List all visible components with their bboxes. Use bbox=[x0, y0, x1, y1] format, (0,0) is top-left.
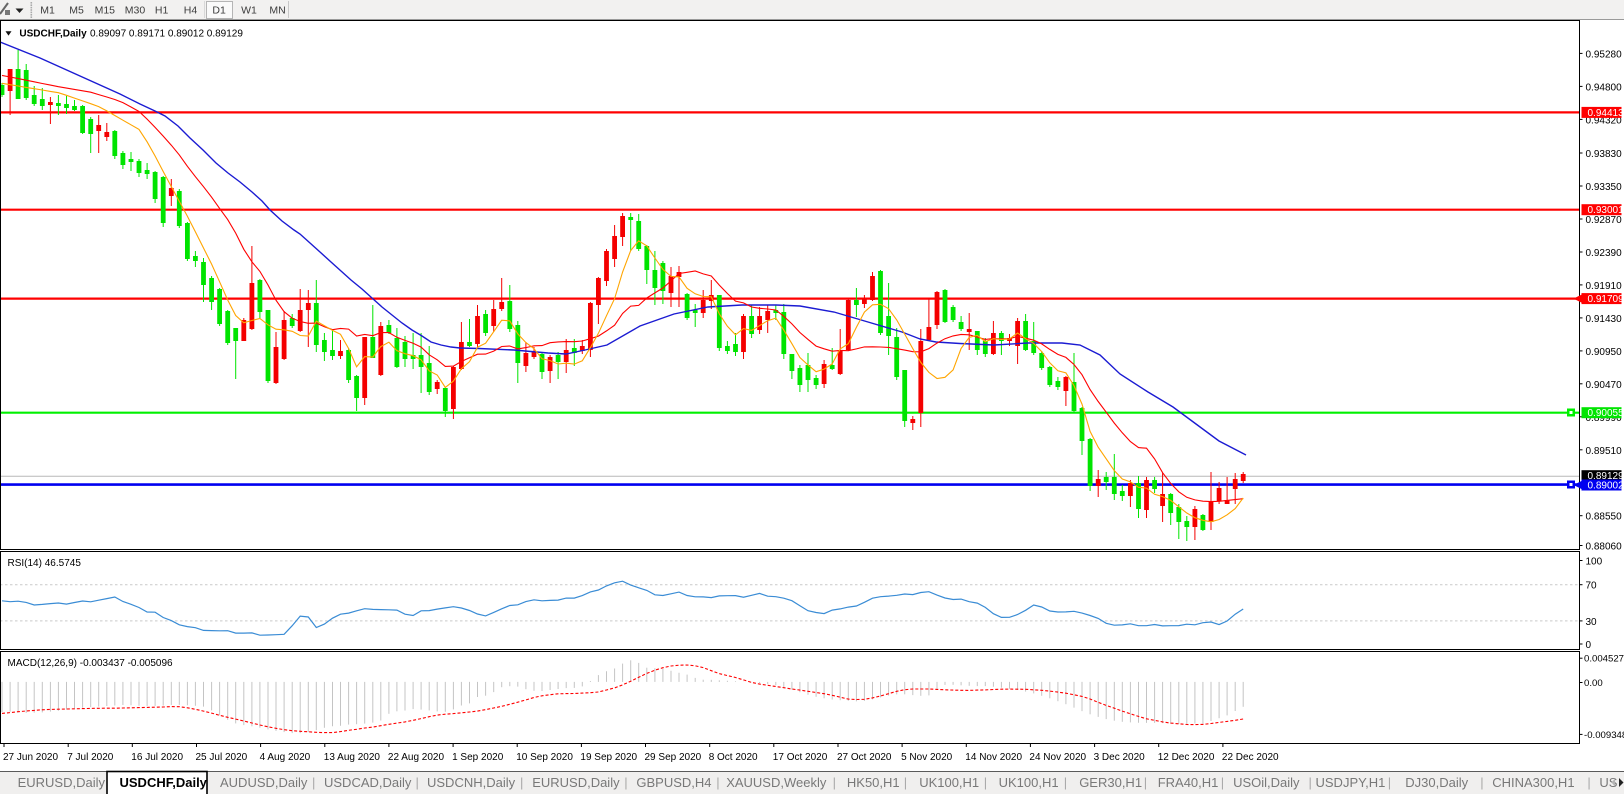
svg-text:M30: M30 bbox=[125, 5, 146, 17]
svg-text:10 Sep 2020: 10 Sep 2020 bbox=[516, 752, 573, 763]
svg-text:27 Jun 2020: 27 Jun 2020 bbox=[3, 752, 58, 763]
svg-text:|: | bbox=[1144, 775, 1147, 790]
svg-text:0.88550: 0.88550 bbox=[1586, 512, 1623, 523]
svg-text:0.93001: 0.93001 bbox=[1588, 205, 1624, 216]
svg-text:0.00: 0.00 bbox=[1584, 678, 1603, 689]
svg-text:|: | bbox=[1480, 775, 1483, 790]
svg-text:USDCHF,Daily: USDCHF,Daily bbox=[120, 775, 208, 790]
svg-text:USDJPY,H1: USDJPY,H1 bbox=[1316, 775, 1386, 790]
svg-text:0.92390: 0.92390 bbox=[1586, 248, 1623, 259]
svg-text:13 Aug 2020: 13 Aug 2020 bbox=[324, 752, 381, 763]
svg-text:0.94413: 0.94413 bbox=[1588, 108, 1624, 119]
svg-text:M1: M1 bbox=[40, 5, 55, 17]
svg-text:7 Jul 2020: 7 Jul 2020 bbox=[67, 752, 114, 763]
svg-text:GBPUSD,H4: GBPUSD,H4 bbox=[636, 775, 711, 790]
svg-text:USDCHF,Daily: USDCHF,Daily bbox=[19, 29, 87, 40]
svg-text:24 Nov 2020: 24 Nov 2020 bbox=[1029, 752, 1086, 763]
svg-text:UK100,H1: UK100,H1 bbox=[999, 775, 1059, 790]
svg-text:0.89097 0.89171 0.89012 0.8912: 0.89097 0.89171 0.89012 0.89129 bbox=[90, 29, 243, 40]
svg-text:0.88060: 0.88060 bbox=[1586, 542, 1623, 553]
svg-text:17 Oct 2020: 17 Oct 2020 bbox=[773, 752, 828, 763]
svg-text:16 Jul 2020: 16 Jul 2020 bbox=[131, 752, 183, 763]
svg-text:30: 30 bbox=[1586, 617, 1598, 628]
svg-text:0.92870: 0.92870 bbox=[1586, 215, 1623, 226]
svg-text:3 Dec 2020: 3 Dec 2020 bbox=[1094, 752, 1146, 763]
svg-text:USDCAD,Daily: USDCAD,Daily bbox=[324, 775, 412, 790]
svg-text:-0.009348: -0.009348 bbox=[1584, 730, 1624, 741]
svg-text:0.90470: 0.90470 bbox=[1586, 380, 1623, 391]
svg-text:|: | bbox=[312, 775, 315, 790]
svg-text:EURUSD,Daily: EURUSD,Daily bbox=[532, 775, 620, 790]
svg-text:5 Nov 2020: 5 Nov 2020 bbox=[901, 752, 953, 763]
svg-text:UK100,H1: UK100,H1 bbox=[919, 775, 979, 790]
svg-text:|: | bbox=[1587, 775, 1590, 790]
svg-text:DJ30,Daily: DJ30,Daily bbox=[1405, 775, 1468, 790]
svg-text:0.94320: 0.94320 bbox=[1586, 115, 1623, 126]
svg-text:0.94800: 0.94800 bbox=[1586, 82, 1623, 93]
svg-text:GER30,H1: GER30,H1 bbox=[1079, 775, 1142, 790]
svg-text:0: 0 bbox=[1586, 640, 1592, 651]
svg-text:100: 100 bbox=[1586, 557, 1603, 568]
svg-text:0.89129: 0.89129 bbox=[1588, 471, 1624, 482]
svg-text:|: | bbox=[624, 775, 627, 790]
svg-text:M5: M5 bbox=[69, 5, 84, 17]
svg-text:H1: H1 bbox=[155, 5, 169, 17]
svg-text:0.93830: 0.93830 bbox=[1586, 149, 1623, 160]
svg-text:22 Aug 2020: 22 Aug 2020 bbox=[388, 752, 445, 763]
svg-text:W1: W1 bbox=[241, 5, 257, 17]
svg-text:|: | bbox=[416, 775, 419, 790]
svg-text:12 Dec 2020: 12 Dec 2020 bbox=[1158, 752, 1215, 763]
svg-text:|: | bbox=[520, 775, 523, 790]
svg-text:HK50,H1: HK50,H1 bbox=[847, 775, 900, 790]
svg-text:|: | bbox=[1388, 775, 1391, 790]
svg-text:0.91430: 0.91430 bbox=[1586, 314, 1623, 325]
svg-text:AUDUSD,Daily: AUDUSD,Daily bbox=[220, 775, 308, 790]
svg-text:0.89002: 0.89002 bbox=[1588, 481, 1624, 492]
svg-text:27 Oct 2020: 27 Oct 2020 bbox=[837, 752, 892, 763]
svg-text:0.95280: 0.95280 bbox=[1586, 49, 1623, 60]
svg-text:|: | bbox=[904, 775, 907, 790]
svg-text:|: | bbox=[1221, 775, 1224, 790]
svg-text:0.91910: 0.91910 bbox=[1586, 281, 1623, 292]
svg-text:0.90055: 0.90055 bbox=[1588, 408, 1624, 419]
svg-text:USDCNH,Daily: USDCNH,Daily bbox=[427, 775, 516, 790]
svg-text:14 Nov 2020: 14 Nov 2020 bbox=[965, 752, 1022, 763]
svg-text:|: | bbox=[833, 775, 836, 790]
svg-text:19 Sep 2020: 19 Sep 2020 bbox=[580, 752, 637, 763]
svg-text:XAUUSD,Weekly: XAUUSD,Weekly bbox=[726, 775, 827, 790]
svg-text:4 Aug 2020: 4 Aug 2020 bbox=[260, 752, 311, 763]
svg-text:|: | bbox=[716, 775, 719, 790]
svg-text:22 Dec 2020: 22 Dec 2020 bbox=[1222, 752, 1279, 763]
svg-text:H4: H4 bbox=[184, 5, 198, 17]
svg-text:EURUSD,Daily: EURUSD,Daily bbox=[18, 775, 106, 790]
svg-text:0.89510: 0.89510 bbox=[1586, 446, 1623, 457]
svg-text:0.89990: 0.89990 bbox=[1586, 413, 1623, 424]
svg-text:25 Jul 2020: 25 Jul 2020 bbox=[196, 752, 248, 763]
svg-text:MN: MN bbox=[269, 5, 285, 17]
svg-text:0.93350: 0.93350 bbox=[1586, 182, 1623, 193]
svg-text:0.91709: 0.91709 bbox=[1588, 294, 1624, 305]
svg-text:|: | bbox=[1309, 775, 1312, 790]
svg-text:CHINA300,H1: CHINA300,H1 bbox=[1492, 775, 1574, 790]
svg-text:MACD(12,26,9) -0.003437 -0.005: MACD(12,26,9) -0.003437 -0.005096 bbox=[8, 658, 174, 669]
svg-text:|: | bbox=[984, 775, 987, 790]
svg-text:RSI(14) 46.5745: RSI(14) 46.5745 bbox=[8, 558, 82, 569]
svg-text:D1: D1 bbox=[212, 5, 226, 17]
svg-text:USOil,Daily: USOil,Daily bbox=[1233, 775, 1300, 790]
svg-text:70: 70 bbox=[1586, 581, 1598, 592]
svg-text:8 Oct 2020: 8 Oct 2020 bbox=[709, 752, 758, 763]
svg-text:|: | bbox=[1064, 775, 1067, 790]
svg-text:FRA40,H1: FRA40,H1 bbox=[1158, 775, 1219, 790]
svg-text:0.004527: 0.004527 bbox=[1584, 654, 1624, 665]
svg-text:US: US bbox=[1599, 775, 1617, 790]
svg-text:29 Sep 2020: 29 Sep 2020 bbox=[645, 752, 702, 763]
svg-text:M15: M15 bbox=[95, 5, 116, 17]
svg-text:1 Sep 2020: 1 Sep 2020 bbox=[452, 752, 504, 763]
svg-text:0.90950: 0.90950 bbox=[1586, 347, 1623, 358]
